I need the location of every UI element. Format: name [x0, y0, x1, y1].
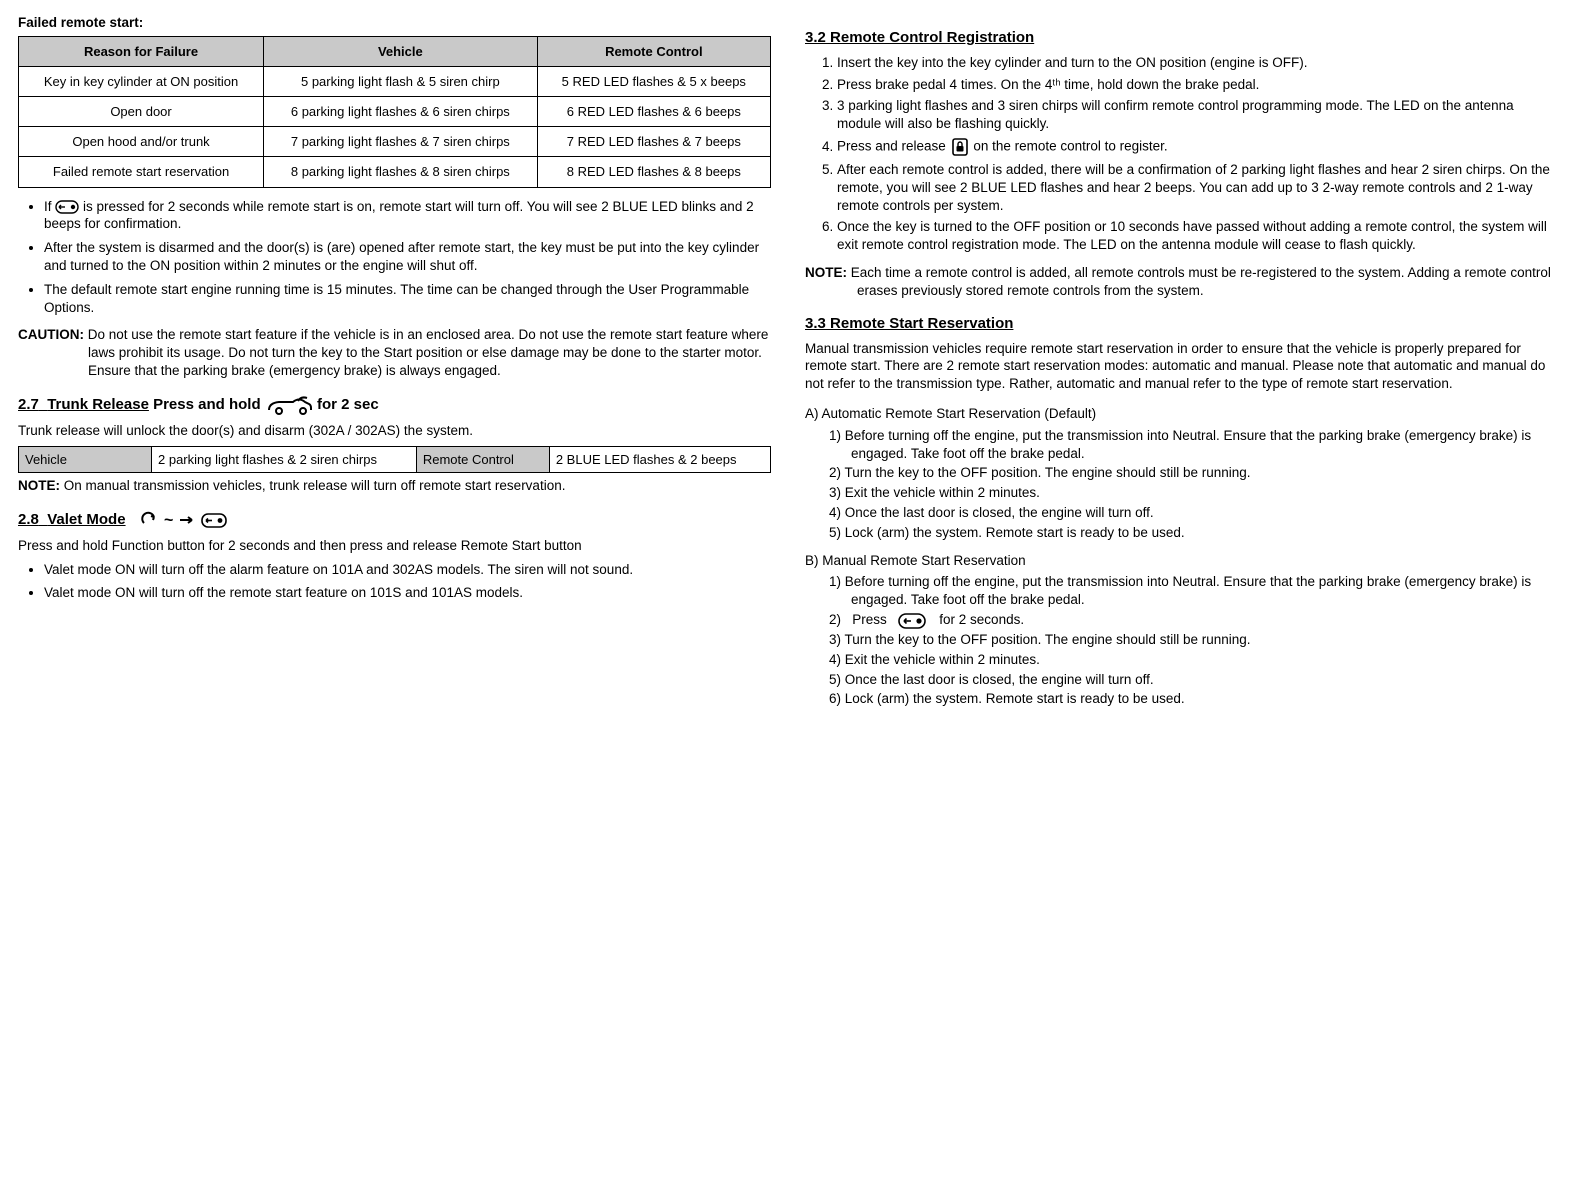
cell: 2 BLUE LED flashes & 2 beeps	[549, 446, 770, 472]
list-item: 2) Turn the key to the OFF position. The…	[829, 464, 1558, 482]
cell: 7 RED LED flashes & 7 beeps	[537, 127, 770, 157]
cell: 8 parking light flashes & 8 siren chirps	[264, 157, 538, 187]
cell: Vehicle	[19, 446, 152, 472]
trunk-note: NOTE: On manual transmission vehicles, t…	[18, 477, 771, 495]
list-item: 4) Exit the vehicle within 2 minutes.	[829, 651, 1558, 669]
auto-reservation-head: A) Automatic Remote Start Reservation (D…	[805, 405, 1558, 423]
remote-start-notes-list: If is pressed for 2 seconds while remote…	[18, 198, 771, 317]
cell: Key in key cylinder at ON position	[19, 66, 264, 96]
col-vehicle: Vehicle	[264, 36, 538, 66]
section-3-2-heading: 3.2 Remote Control Registration	[805, 28, 1558, 48]
valet-bullets: Valet mode ON will turn off the alarm fe…	[18, 561, 771, 603]
lock-icon	[950, 139, 970, 154]
trunk-release-desc: Trunk release will unlock the door(s) an…	[18, 422, 771, 440]
section-2-8-heading: 2.8 Valet Mode ~	[18, 509, 771, 531]
col-remote: Remote Control	[537, 36, 770, 66]
auto-reservation-steps: 1) Before turning off the engine, put th…	[805, 427, 1558, 542]
list-item: 3) Exit the vehicle within 2 minutes.	[829, 484, 1558, 502]
list-item: Valet mode ON will turn off the remote s…	[44, 584, 771, 602]
remote-start-icon	[55, 199, 79, 214]
list-item: After each remote control is added, ther…	[837, 161, 1558, 214]
section-3-3-heading: 3.3 Remote Start Reservation	[805, 314, 1558, 334]
cell: 6 RED LED flashes & 6 beeps	[537, 97, 770, 127]
cell: Failed remote start reservation	[19, 157, 264, 187]
failed-remote-start-title: Failed remote start:	[18, 14, 771, 32]
list-item: Valet mode ON will turn off the alarm fe…	[44, 561, 771, 579]
list-item: Insert the key into the key cylinder and…	[837, 54, 1558, 72]
cell: 8 RED LED flashes & 8 beeps	[537, 157, 770, 187]
cell: 5 RED LED flashes & 5 x beeps	[537, 66, 770, 96]
list-item: 2) Press for 2 seconds.	[829, 611, 1558, 629]
cell: Open door	[19, 97, 264, 127]
cell: 2 parking light flashes & 2 siren chirps	[152, 446, 417, 472]
registration-steps: Insert the key into the key cylinder and…	[805, 54, 1558, 254]
cell: Remote Control	[416, 446, 549, 472]
remote-start-icon	[898, 612, 928, 627]
section-2-7-heading: 2.7 Trunk Release Press and hold for 2 s…	[18, 394, 771, 416]
valet-desc: Press and hold Function button for 2 sec…	[18, 537, 771, 555]
cell: 7 parking light flashes & 7 siren chirps	[264, 127, 538, 157]
list-item: 3) Turn the key to the OFF position. The…	[829, 631, 1558, 649]
valet-sequence-icon: ~	[138, 511, 248, 528]
list-item: 1) Before turning off the engine, put th…	[829, 573, 1558, 609]
list-item: The default remote start engine running …	[44, 281, 771, 317]
list-item: After the system is disarmed and the doo…	[44, 239, 771, 275]
registration-note: NOTE: Each time a remote control is adde…	[805, 264, 1558, 300]
cell: Open hood and/or trunk	[19, 127, 264, 157]
col-reason: Reason for Failure	[19, 36, 264, 66]
list-item: 6) Lock (arm) the system. Remote start i…	[829, 690, 1558, 708]
failed-remote-start-table: Reason for Failure Vehicle Remote Contro…	[18, 36, 771, 188]
list-item: Press brake pedal 4 times. On the 4ᵗʰ ti…	[837, 76, 1558, 94]
list-item: If is pressed for 2 seconds while remote…	[44, 198, 771, 234]
list-item: Press and release on the remote control …	[837, 137, 1558, 157]
reservation-intro: Manual transmission vehicles require rem…	[805, 340, 1558, 393]
list-item: 4) Once the last door is closed, the eng…	[829, 504, 1558, 522]
list-item: 1) Before turning off the engine, put th…	[829, 427, 1558, 463]
cell: 6 parking light flashes & 6 siren chirps	[264, 97, 538, 127]
cell: 5 parking light flash & 5 siren chirp	[264, 66, 538, 96]
caution-text: CAUTION: Do not use the remote start fea…	[18, 326, 771, 379]
svg-text:~: ~	[164, 512, 173, 529]
trunk-release-table: Vehicle 2 parking light flashes & 2 sire…	[18, 446, 771, 473]
list-item: 5) Once the last door is closed, the eng…	[829, 671, 1558, 689]
manual-reservation-head: B) Manual Remote Start Reservation	[805, 552, 1558, 570]
list-item: Once the key is turned to the OFF positi…	[837, 218, 1558, 254]
list-item: 3 parking light flashes and 3 siren chir…	[837, 97, 1558, 133]
manual-reservation-steps: 1) Before turning off the engine, put th…	[805, 573, 1558, 708]
list-item: 5) Lock (arm) the system. Remote start i…	[829, 524, 1558, 542]
trunk-icon	[265, 396, 313, 413]
